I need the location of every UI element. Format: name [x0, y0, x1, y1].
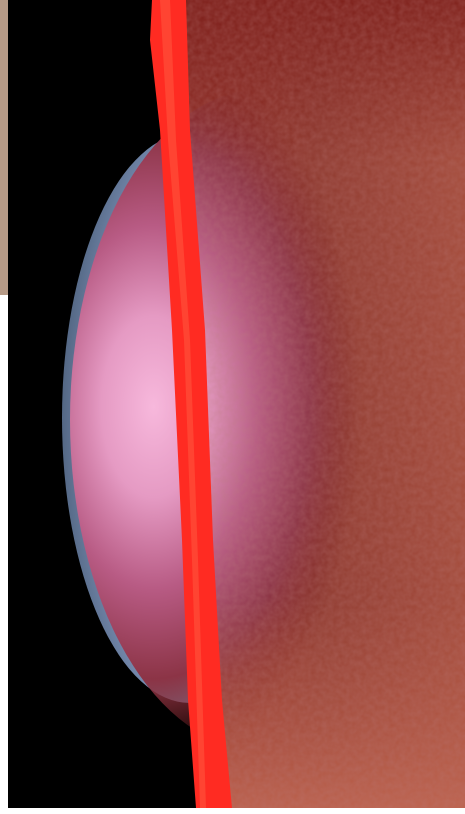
- surface-noise: [170, 0, 465, 808]
- edge-tint-strip: [0, 0, 8, 295]
- bottom-border: [0, 808, 465, 814]
- slash-highlight: [160, 0, 206, 808]
